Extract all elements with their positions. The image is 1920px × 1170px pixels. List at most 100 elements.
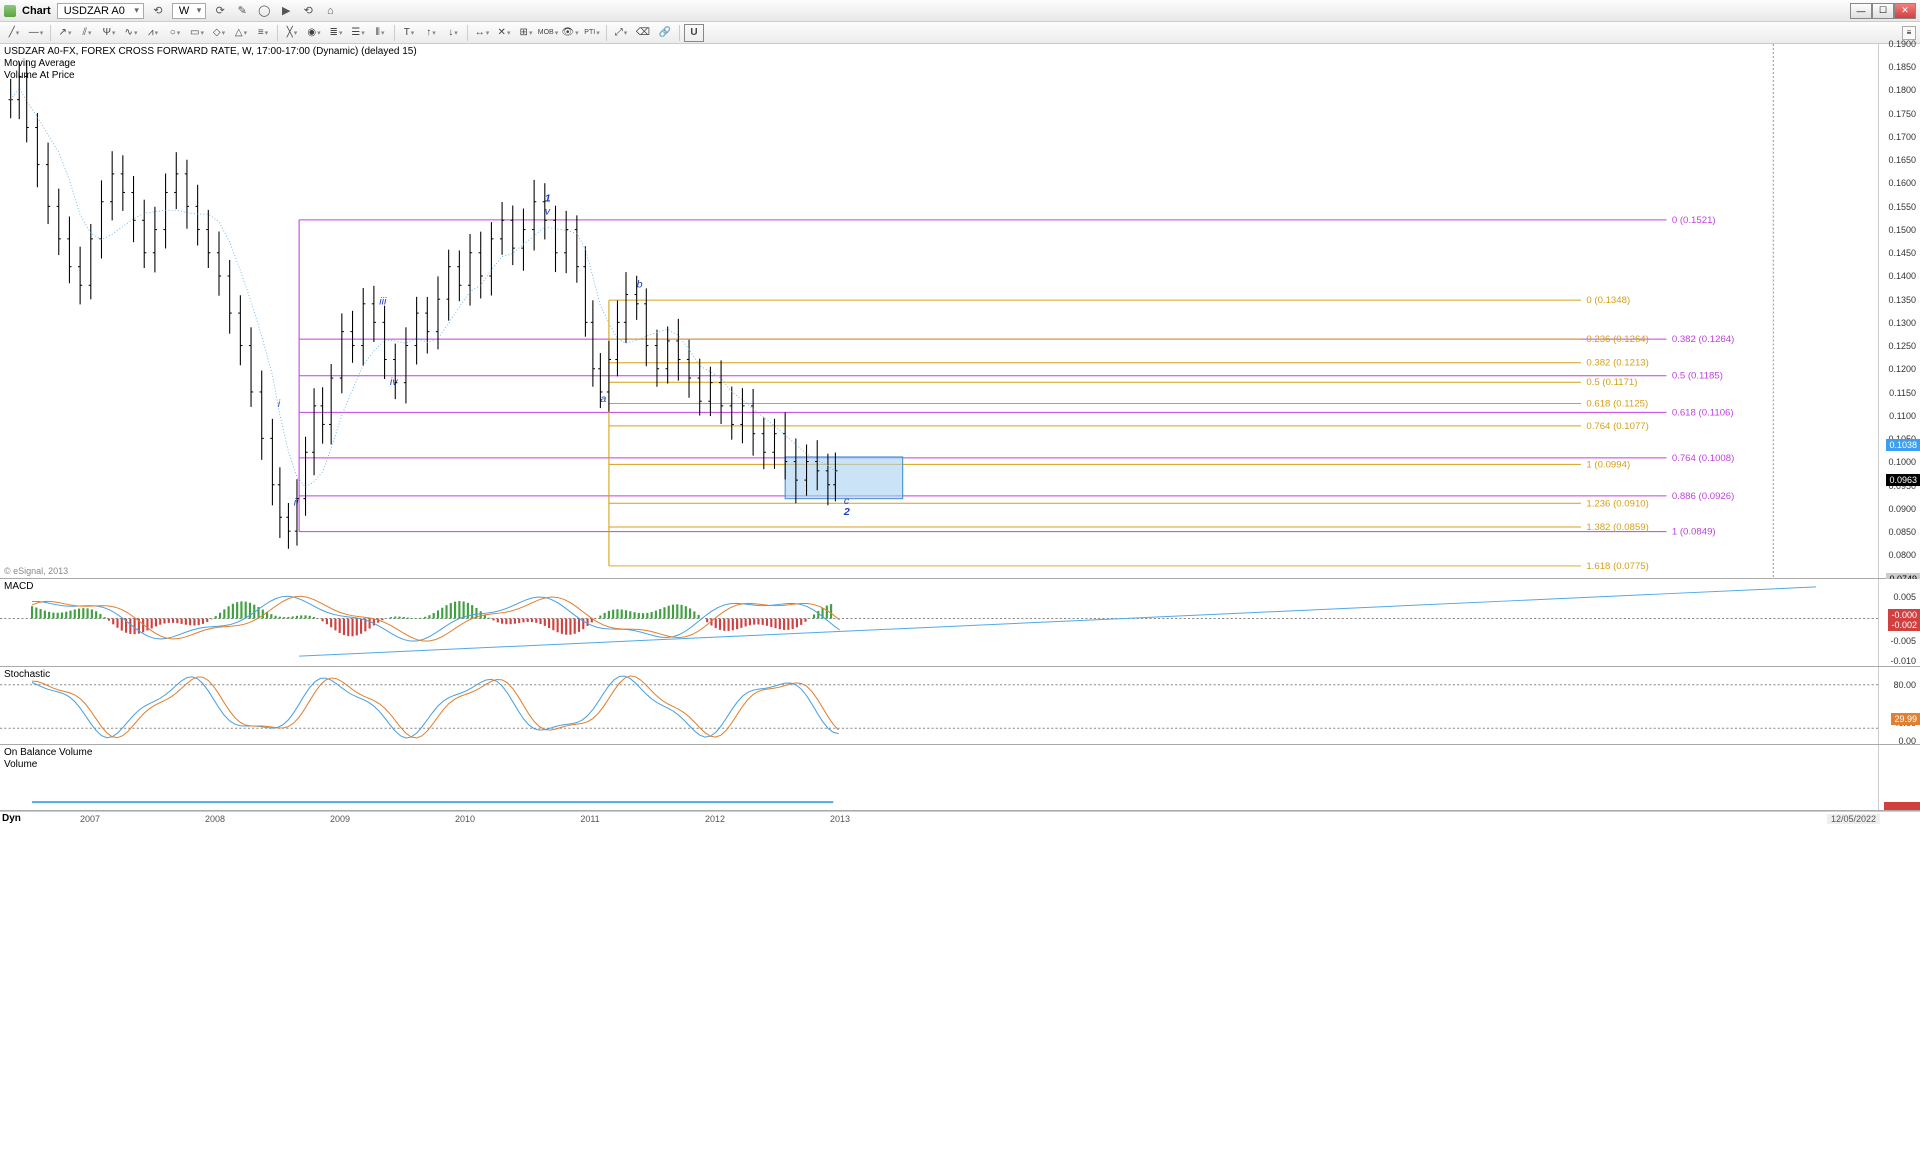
cross-tool[interactable]: ✕ [494,24,514,42]
drawing-toolbar: ╱ — ↗ ⫽ Ψ ∿ ⩘ ○ ▭ ◇ △ ≡ ╳ ◉ ≣ ☰ ⦀ T ↑ ↓ … [0,22,1920,44]
gann-tool[interactable]: ╳ [282,24,302,42]
year-label: 2011 [580,814,599,824]
pitchfork-tool[interactable]: Ψ [99,24,119,42]
svg-text:b: b [637,280,643,291]
obv-pane[interactable]: On Balance Volume Volume [0,745,1920,811]
svg-text:iii: iii [379,297,387,308]
app-icon [4,5,16,17]
levels2-tool[interactable]: ☰ [348,24,368,42]
wave-tool[interactable]: ⩘ [143,24,163,42]
macd-pane[interactable]: MACD 0.005-0.005-0.010-0.000-0.002 [0,579,1920,667]
bars-tool[interactable]: ⦀ [370,24,390,42]
year-label: 2013 [830,814,850,824]
refresh-icon[interactable]: ⟳ [212,3,228,19]
tool-icon-1[interactable]: ✎ [234,3,250,19]
svg-text:0 (0.1348): 0 (0.1348) [1586,295,1630,305]
fib-tool[interactable]: ≡ [253,24,273,42]
svg-text:0.764 (0.1008): 0.764 (0.1008) [1672,453,1735,463]
price-axis[interactable]: 0.08000.08500.09000.09500.10000.10500.11… [1878,44,1920,578]
price-pane[interactable]: USDZAR A0-FX, FOREX CROSS FORWARD RATE, … [0,44,1920,579]
rect-tool[interactable]: ▭ [187,24,207,42]
svg-text:0.382 (0.1213): 0.382 (0.1213) [1586,358,1649,368]
chart-window: Chart USDZAR A0 ⟲ W ⟳ ✎ ◯ ▶ ⟲ ⌂ — ☐ ✕ ╱ … [0,0,1920,1170]
year-label: 2010 [455,814,475,824]
stochastic-pane[interactable]: Stochastic 80.0040.000.0029.99 [0,667,1920,745]
year-label: 2009 [330,814,350,824]
tool-icon-3[interactable]: ⟲ [300,3,316,19]
svg-text:1 (0.0994): 1 (0.0994) [1586,460,1630,470]
link2-tool[interactable]: 🔗 [655,24,675,42]
close-button[interactable]: ✕ [1894,3,1916,19]
separator [50,25,51,41]
arrow-up-tool[interactable]: ↑ [421,24,441,42]
eye-tool[interactable]: 👁 [560,24,580,42]
separator [394,25,395,41]
stoch-axis[interactable]: 80.0040.000.0029.99 [1878,667,1920,744]
measure-tool[interactable]: ↔ [472,24,492,42]
svg-text:0.5 (0.1171): 0.5 (0.1171) [1586,377,1637,387]
svg-text:c: c [844,497,850,508]
time-axis[interactable]: Dyn 200720082009201020112012201312/05/20… [0,811,1920,829]
zigzag-tool[interactable]: ∿ [121,24,141,42]
tool-icon-4[interactable]: ⌂ [322,3,338,19]
underline-tool[interactable]: U [684,24,704,42]
separator [606,25,607,41]
channel-tool[interactable]: ⫽ [77,24,97,42]
eraser-tool[interactable]: ⌫ [633,24,653,42]
symbol-selector[interactable]: USDZAR A0 [57,3,144,19]
current-price-marker: 0.0963 [1886,474,1920,486]
ray-tool[interactable]: ↗ [55,24,75,42]
year-label: 2008 [205,814,225,824]
obv-axis[interactable] [1878,745,1920,810]
macd-axis[interactable]: 0.005-0.005-0.010-0.000-0.002 [1878,579,1920,666]
macd-chart-area[interactable] [0,579,1878,666]
svg-text:1: 1 [545,194,551,205]
svg-text:1.618 (0.0775): 1.618 (0.0775) [1586,561,1649,571]
text-tool[interactable]: T [399,24,419,42]
line-tool[interactable]: ╱ [4,24,24,42]
svg-text:0.382 (0.1264): 0.382 (0.1264) [1672,334,1735,344]
toolbar-config-icon[interactable]: ≡ [1902,26,1916,40]
svg-text:a: a [600,394,606,405]
polygon-tool[interactable]: ◇ [209,24,229,42]
regression-tool[interactable]: ⤢ [611,24,631,42]
timeframe-selector[interactable]: W [172,3,206,19]
grid-tool[interactable]: ⊞ [516,24,536,42]
svg-text:1.236 (0.0910): 1.236 (0.0910) [1586,499,1649,509]
window-title: Chart [22,5,51,17]
obv-chart-area[interactable] [0,745,1878,810]
svg-text:2: 2 [843,507,850,518]
year-label: 2012 [705,814,725,824]
year-label: 2007 [80,814,100,824]
window-controls: — ☐ ✕ [1850,3,1916,19]
play-icon[interactable]: ▶ [278,3,294,19]
svg-text:1 (0.0849): 1 (0.0849) [1672,527,1716,537]
stoch-chart-area[interactable] [0,667,1878,744]
separator [277,25,278,41]
svg-text:0.618 (0.1125): 0.618 (0.1125) [1586,399,1648,409]
chart-content: USDZAR A0-FX, FOREX CROSS FORWARD RATE, … [0,44,1920,1170]
svg-text:0.618 (0.1106): 0.618 (0.1106) [1672,408,1734,418]
arc-tool[interactable]: ◉ [304,24,324,42]
separator [679,25,680,41]
triangle-tool[interactable]: △ [231,24,251,42]
svg-text:v: v [545,207,551,218]
mob-tool[interactable]: MOB [538,24,558,42]
dyn-button[interactable]: Dyn [2,813,21,824]
tool-icon-2[interactable]: ◯ [256,3,272,19]
titlebar: Chart USDZAR A0 ⟲ W ⟳ ✎ ◯ ▶ ⟲ ⌂ — ☐ ✕ [0,0,1920,22]
ellipse-tool[interactable]: ○ [165,24,185,42]
separator [467,25,468,41]
hline-tool[interactable]: — [26,24,46,42]
main-chart-area[interactable]: 0 (0.1521) 0.382 (0.1264) 0.5 (0.1185) 0.61… [0,44,1878,578]
obv-red-marker [1884,802,1920,810]
pti-tool[interactable]: PTI [582,24,602,42]
svg-text:0.5 (0.1185): 0.5 (0.1185) [1672,371,1723,381]
minimize-button[interactable]: — [1850,3,1872,19]
svg-text:0 (0.1521): 0 (0.1521) [1672,215,1716,225]
maximize-button[interactable]: ☐ [1872,3,1894,19]
levels-tool[interactable]: ≣ [326,24,346,42]
arrow-down-tool[interactable]: ↓ [443,24,463,42]
svg-text:i: i [278,399,281,410]
link-icon[interactable]: ⟲ [150,3,166,19]
